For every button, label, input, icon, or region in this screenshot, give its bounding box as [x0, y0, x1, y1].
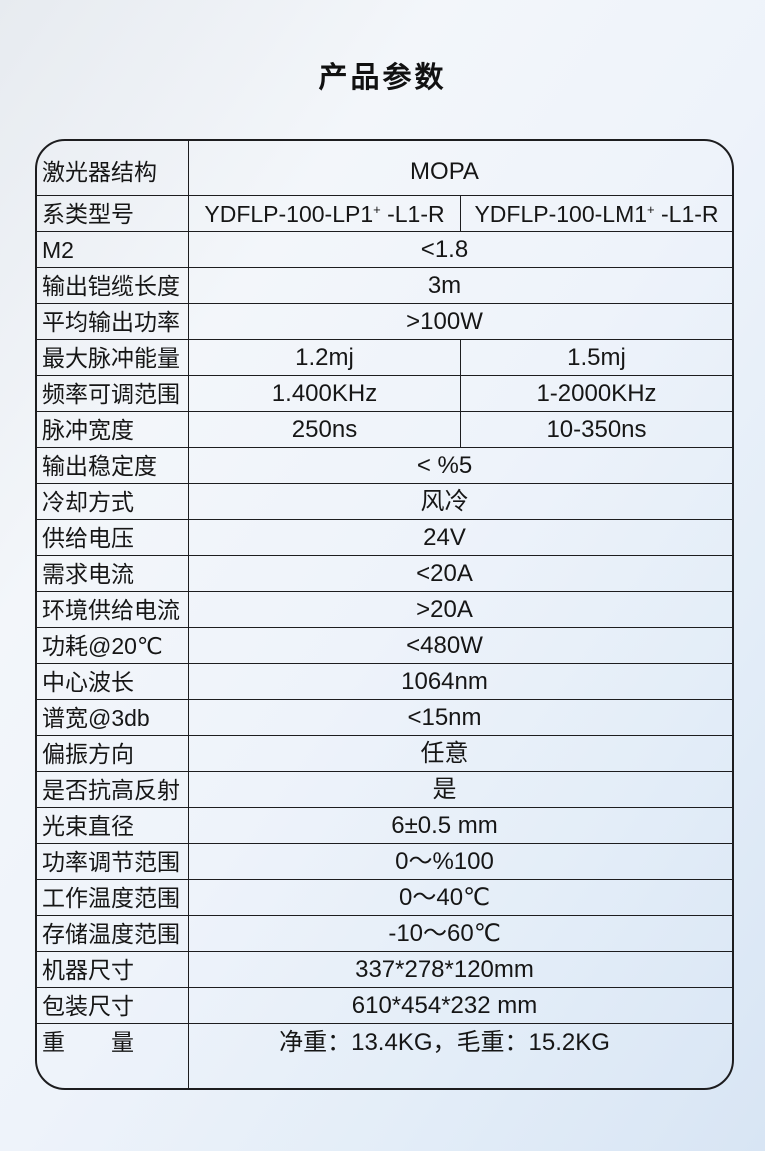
spec-row-anti-reflection: 是否抗高反射 是 — [37, 771, 732, 807]
spec-label: 机器尺寸 — [37, 952, 189, 987]
spec-row-storage-temp: 存储温度范围 -10～60℃ — [37, 915, 732, 951]
spec-value: <1.8 — [420, 236, 469, 264]
spec-label: 存储温度范围 — [37, 916, 189, 951]
spec-value: <15nm — [407, 704, 482, 732]
spec-row-machine-size: 机器尺寸 337*278*120mm — [37, 951, 732, 987]
model-number: YDFLP-100-LM1+ -L1-R — [474, 201, 719, 228]
spec-label: 功耗@20℃ — [37, 628, 189, 663]
spec-label: 包装尺寸 — [37, 988, 189, 1023]
spec-row-pulse-width: 脉冲宽度 250ns 10-350ns — [37, 411, 732, 447]
spec-row-weight: 重 量 净重：13.4KG，毛重：15.2KG — [37, 1023, 732, 1088]
spec-value-right: 1.5mj — [460, 340, 732, 375]
spec-row-frequency-range: 频率可调范围 1.400KHz 1-2000KHz — [37, 375, 732, 411]
spec-label: 最大脉冲能量 — [37, 340, 189, 375]
spec-row-required-current: 需求电流 <20A — [37, 555, 732, 591]
spec-value-left: 1.400KHz — [271, 380, 378, 408]
product-spec-table: 激光器结构 MOPA 系类型号 YDFLP-100-LP1+ -L1-R YDF… — [35, 139, 734, 1090]
model-number: YDFLP-100-LP1+ -L1-R — [204, 201, 445, 228]
model-prefix: YDFLP-100-LM1 — [474, 201, 648, 228]
spec-value: 1064nm — [401, 668, 488, 696]
spec-value: 6±0.5 mm — [391, 812, 498, 840]
model-suffix: -L1-R — [654, 201, 719, 228]
spec-value: <480W — [406, 632, 483, 660]
spec-row-series-model: 系类型号 YDFLP-100-LP1+ -L1-R YDFLP-100-LM1+… — [37, 195, 732, 231]
model-suffix: -L1-R — [380, 201, 445, 228]
spec-label: 环境供给电流 — [37, 592, 189, 627]
spec-label: 输出铠缆长度 — [37, 268, 189, 303]
model-superscript: + — [373, 202, 381, 218]
spec-label: 偏振方向 — [37, 736, 189, 771]
model-superscript: + — [647, 202, 655, 218]
spec-value: 337*278*120mm — [355, 956, 534, 984]
spec-row-average-power: 平均输出功率 >100W — [37, 303, 732, 339]
spec-label: 供给电压 — [37, 520, 189, 555]
spec-value: 610*454*232 mm — [351, 992, 538, 1020]
spec-label: 功率调节范围 — [37, 844, 189, 879]
spec-row-cooling-method: 冷却方式 风冷 — [37, 483, 732, 519]
spec-label: 系类型号 — [37, 196, 189, 231]
spec-label: 激光器结构 — [37, 141, 189, 195]
spec-value: >100W — [406, 308, 483, 336]
spec-value: MOPA — [410, 158, 479, 186]
page-title: 产品参数 — [318, 62, 447, 94]
spec-value: 是 — [432, 776, 457, 804]
spec-row-polarization: 偏振方向 任意 — [37, 735, 732, 771]
spec-row-beam-diameter: 光束直径 6±0.5 mm — [37, 807, 732, 843]
spec-value-model-right: YDFLP-100-LM1+ -L1-R — [460, 196, 732, 231]
spec-value-left: 1.2mj — [295, 344, 354, 372]
spec-label: 平均输出功率 — [37, 304, 189, 339]
spec-label: 谱宽@3db — [37, 700, 189, 735]
model-prefix: YDFLP-100-LP1 — [204, 201, 374, 228]
spec-row-output-stability: 输出稳定度 < %5 — [37, 447, 732, 483]
spec-value: 0～%100 — [395, 848, 494, 876]
spec-row-ambient-supply-current: 环境供给电流 >20A — [37, 591, 732, 627]
spec-label: 冷却方式 — [37, 484, 189, 519]
spec-row-supply-voltage: 供给电压 24V — [37, 519, 732, 555]
spec-row-max-pulse-energy: 最大脉冲能量 1.2mj 1.5mj — [37, 339, 732, 375]
spec-label: 输出稳定度 — [37, 448, 189, 483]
spec-label: 光束直径 — [37, 808, 189, 843]
spec-row-m2: M2 <1.8 — [37, 231, 732, 267]
spec-value-model-left: YDFLP-100-LP1+ -L1-R — [189, 196, 460, 231]
spec-value: >20A — [416, 596, 473, 624]
spec-row-package-size: 包装尺寸 610*454*232 mm — [37, 987, 732, 1023]
spec-label: 重 量 — [37, 1024, 189, 1088]
spec-value-left: 250ns — [291, 416, 358, 444]
spec-label: 是否抗高反射 — [37, 772, 189, 807]
spec-value: 任意 — [420, 740, 469, 768]
spec-label: M2 — [37, 232, 189, 267]
spec-row-power-consumption: 功耗@20℃ <480W — [37, 627, 732, 663]
spec-value: 净重：13.4KG，毛重：15.2KG — [279, 1029, 610, 1056]
spec-row-spectral-width: 谱宽@3db <15nm — [37, 699, 732, 735]
spec-row-power-adjust-range: 功率调节范围 0～%100 — [37, 843, 732, 879]
spec-row-cable-length: 输出铠缆长度 3m — [37, 267, 732, 303]
spec-value: 3m — [427, 272, 462, 300]
spec-label: 中心波长 — [37, 664, 189, 699]
spec-value: 风冷 — [420, 488, 469, 516]
spec-value-right: 10-350ns — [460, 412, 732, 447]
spec-label: 需求电流 — [37, 556, 189, 591]
spec-value: -10～60℃ — [388, 920, 501, 948]
spec-value: < %5 — [416, 452, 473, 480]
spec-row-working-temp: 工作温度范围 0～40℃ — [37, 879, 732, 915]
spec-label: 频率可调范围 — [37, 376, 189, 411]
spec-value-right: 1-2000KHz — [460, 376, 732, 411]
spec-label: 脉冲宽度 — [37, 412, 189, 447]
spec-label: 工作温度范围 — [37, 880, 189, 915]
spec-value: 24V — [423, 524, 466, 552]
spec-value: <20A — [416, 560, 473, 588]
spec-value: 0～40℃ — [399, 884, 490, 912]
spec-row-center-wavelength: 中心波长 1064nm — [37, 663, 732, 699]
spec-row-laser-structure: 激光器结构 MOPA — [37, 141, 732, 195]
